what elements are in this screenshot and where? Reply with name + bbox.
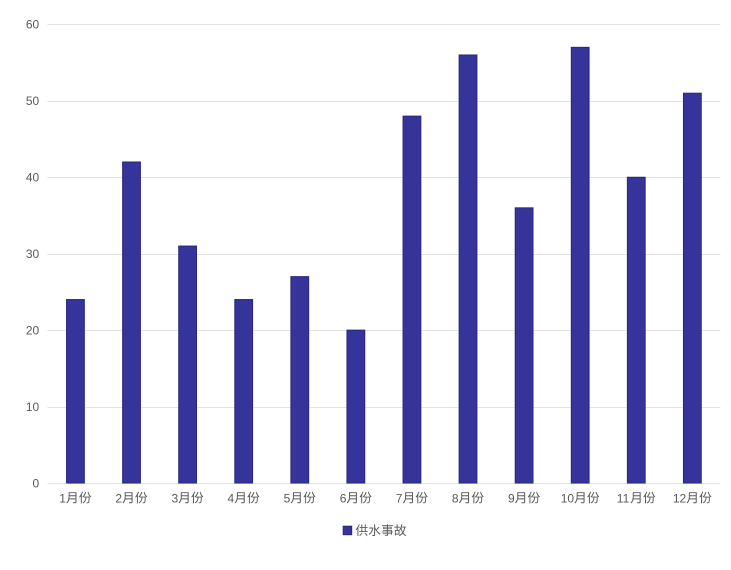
svg-text:11: 11 — [617, 491, 630, 505]
svg-text:20: 20 — [26, 323, 40, 337]
svg-text:6: 6 — [340, 491, 347, 505]
svg-text:1: 1 — [59, 491, 66, 505]
svg-text:10: 10 — [26, 400, 40, 414]
svg-text:5: 5 — [284, 491, 291, 505]
svg-text:12: 12 — [673, 491, 687, 505]
svg-text:30: 30 — [26, 247, 40, 261]
svg-text:8: 8 — [452, 491, 459, 505]
svg-text:9: 9 — [508, 491, 515, 505]
svg-text:0: 0 — [33, 476, 40, 490]
svg-text:3: 3 — [171, 491, 178, 505]
svg-text:2: 2 — [115, 491, 122, 505]
svg-text:40: 40 — [26, 171, 40, 185]
svg-text:60: 60 — [26, 18, 40, 32]
svg-text:4: 4 — [228, 491, 235, 505]
svg-text:10: 10 — [561, 491, 575, 505]
svg-text:7: 7 — [396, 491, 403, 505]
svg-text:50: 50 — [26, 94, 40, 108]
